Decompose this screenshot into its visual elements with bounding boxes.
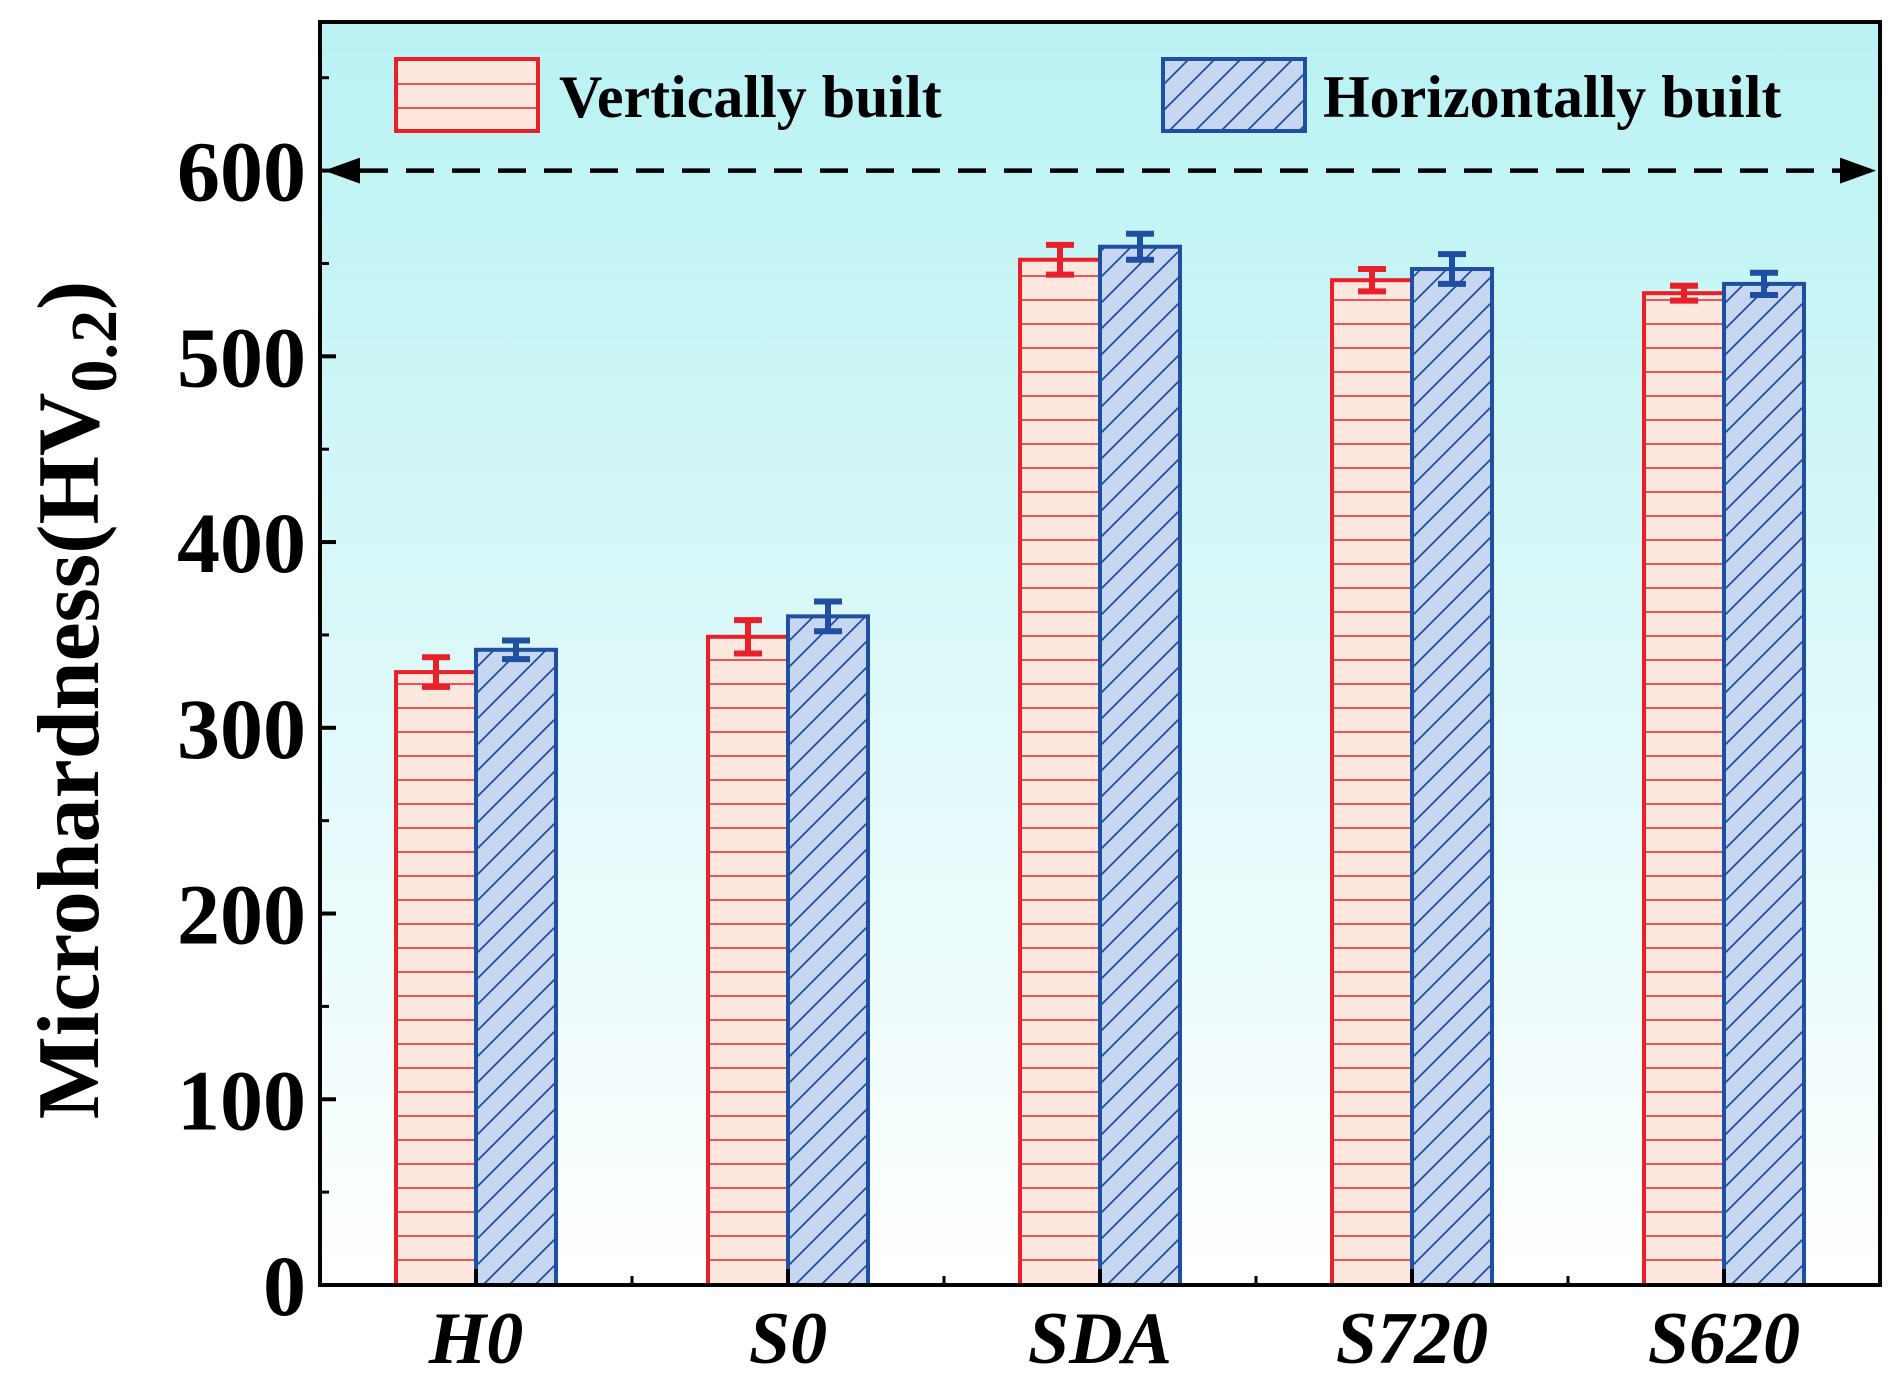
x-tick-label: H0 bbox=[428, 1298, 524, 1380]
error-bar-H0-vertical bbox=[422, 654, 450, 690]
bar-S0-horizontal bbox=[786, 614, 870, 1287]
error-bar-S720-horizontal bbox=[1438, 251, 1466, 287]
legend-label-horizontal: Horizontally built bbox=[1323, 64, 1781, 130]
bar-S720-horizontal bbox=[1410, 267, 1494, 1287]
error-bar-SDA-horizontal bbox=[1126, 230, 1154, 263]
y-axis-title-close: ) bbox=[21, 281, 118, 310]
bar-H0-horizontal bbox=[474, 647, 558, 1287]
error-bar-SDA-vertical bbox=[1046, 241, 1074, 278]
y-axis-title: Microhardness(HV0.2) bbox=[21, 281, 131, 1120]
reference-arrow-left bbox=[324, 157, 360, 184]
y-tick-label: 400 bbox=[177, 495, 306, 591]
error-bar-H0-horizontal bbox=[502, 637, 530, 663]
x-tick-label: S620 bbox=[1648, 1298, 1800, 1380]
y-tick-label: 300 bbox=[177, 681, 306, 777]
y-tick-label: 500 bbox=[177, 309, 306, 405]
y-tick-label: 0 bbox=[263, 1238, 306, 1334]
axis-layer: 0 100 200 300 400 500 600 H0 S0 SDA S720 S620 bbox=[177, 76, 1800, 1380]
error-bar-S720-vertical bbox=[1358, 266, 1386, 295]
reference-line-layer bbox=[324, 157, 1876, 184]
bar-S620-horizontal bbox=[1722, 281, 1806, 1287]
x-tick-label: S0 bbox=[749, 1298, 827, 1380]
bar-H0-vertical bbox=[394, 670, 478, 1287]
x-tick-label: S720 bbox=[1336, 1298, 1488, 1380]
error-bar-S0-horizontal bbox=[814, 598, 842, 635]
y-tick-label: 200 bbox=[177, 867, 306, 963]
bar-S620-vertical bbox=[1642, 291, 1726, 1287]
y-axis-title-main: Microhardness(HV bbox=[21, 393, 118, 1120]
legend-label-vertical: Vertically built bbox=[559, 64, 942, 130]
bar-SDA-vertical bbox=[1018, 257, 1102, 1287]
y-axis-title-subscript: 0.2 bbox=[58, 310, 131, 393]
legend-swatch-horizontal bbox=[1161, 57, 1307, 133]
bar-S720-vertical bbox=[1330, 278, 1414, 1287]
bars-layer bbox=[394, 230, 1806, 1287]
y-tick-label: 100 bbox=[177, 1052, 306, 1148]
error-bar-S620-horizontal bbox=[1750, 269, 1778, 299]
legend: Vertically built Horizontally built bbox=[394, 57, 1781, 133]
error-bar-S620-vertical bbox=[1670, 282, 1698, 304]
y-tick-label: 600 bbox=[177, 124, 306, 220]
reference-arrow-right bbox=[1840, 157, 1876, 184]
bar-S0-vertical bbox=[706, 634, 790, 1287]
bar-SDA-horizontal bbox=[1098, 244, 1182, 1287]
x-tick-label: SDA bbox=[1028, 1298, 1172, 1380]
legend-swatch-vertical bbox=[394, 57, 540, 133]
error-bar-S0-vertical bbox=[734, 617, 762, 657]
